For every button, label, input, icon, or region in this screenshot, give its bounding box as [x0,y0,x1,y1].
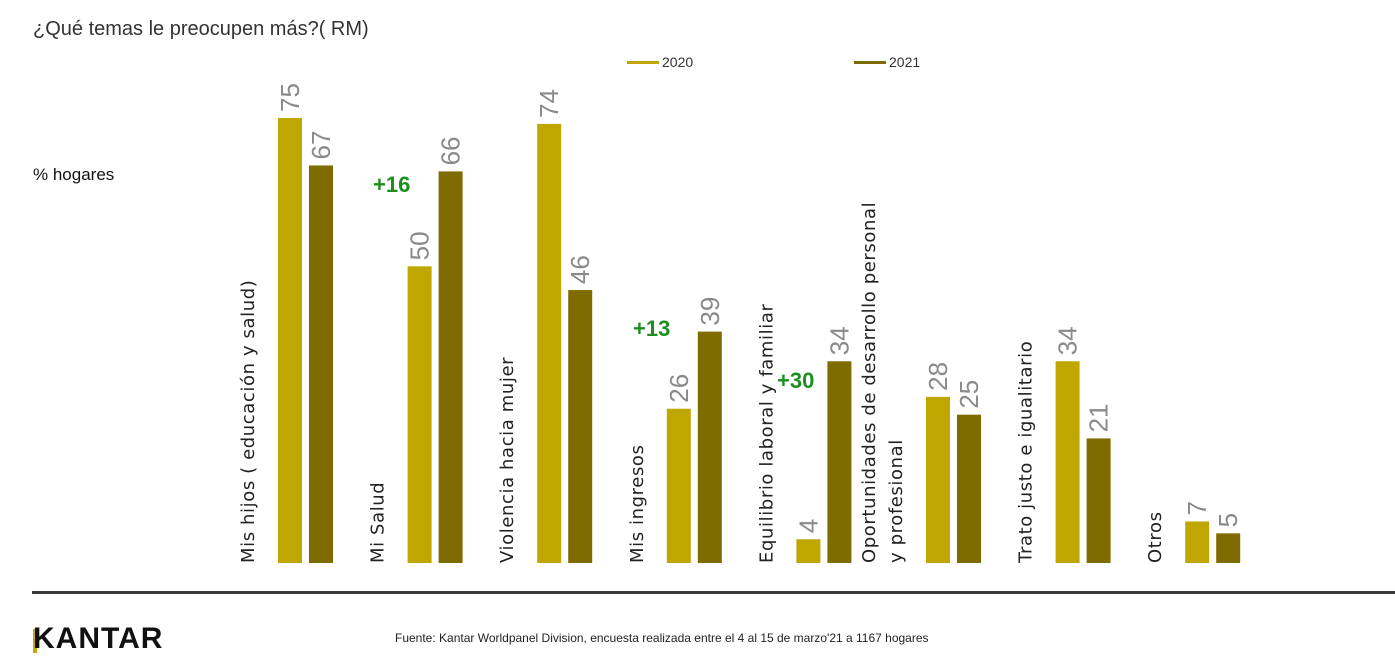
bar-2021 [957,414,981,563]
brand-logo: KANTAR [33,622,164,655]
bar-2021 [827,361,852,563]
category-label: Oportunidades de desarrollo personal [859,202,880,563]
bar-2020 [407,266,432,563]
value-label-2021: 67 [306,131,336,160]
value-label-2021: 39 [695,297,725,326]
value-label-2021: 25 [954,380,984,409]
bar-2021 [1086,438,1111,563]
value-label-2021: 5 [1213,513,1243,527]
bar-2020 [666,408,691,563]
legend-item-2021: 2021 [854,54,920,70]
category-label: Otros [1145,511,1166,563]
legend-label-2020: 2020 [662,54,694,70]
category-label: Mi Salud [368,482,389,563]
value-label-2020: 26 [664,374,694,403]
brand-accent-mark [33,629,37,653]
value-label-2021: 46 [565,255,595,284]
legend-label-2021: 2021 [889,54,921,70]
legend-swatch-2021 [854,60,886,64]
legend-swatch-2020 [627,60,659,64]
category-label: Mis hijos ( educación y salud) [238,280,259,563]
source-note: Fuente: Kantar Worldpanel Division, encu… [395,631,929,645]
bar-2020 [1185,521,1210,563]
footer-divider [32,591,1395,594]
value-label-2020: 75 [275,83,305,112]
bar-2021 [1216,533,1241,563]
value-label-2020: 7 [1182,501,1212,515]
value-label-2020: 28 [923,362,953,391]
value-label-2021: 21 [1084,403,1114,432]
bar-2020 [796,539,821,563]
bar-2021 [438,171,463,563]
bar-2021 [697,331,722,563]
value-label-2020: 50 [405,231,435,260]
bar-2020 [1055,361,1080,563]
category-label: y profesional [886,439,907,563]
y-axis-unit-label: % hogares [33,165,115,184]
delta-annotation: +30 [777,368,814,393]
category-label: Equilibrio laboral y familiar [756,303,777,563]
bar-2021 [568,290,593,563]
value-label-2020: 4 [793,519,823,533]
delta-annotation: +13 [633,316,670,341]
value-label-2020: 74 [534,89,564,118]
chart-title: ¿Qué temas le preocupen más?( RM) [33,18,369,40]
category-label: Trato justo e igualitario [1016,341,1037,564]
bar-2021 [309,165,333,563]
legend-item-2020: 2020 [627,54,693,70]
delta-annotation: +16 [373,172,410,197]
value-label-2021: 66 [436,136,466,165]
category-label: Violencia hacia mujer [497,357,518,563]
value-label-2020: 34 [1053,326,1083,355]
value-label-2021: 34 [824,326,854,355]
category-label: Mis ingresos [627,444,648,563]
bar-2020 [537,123,562,563]
bar-2020 [926,396,950,563]
bar-2020 [278,118,302,563]
